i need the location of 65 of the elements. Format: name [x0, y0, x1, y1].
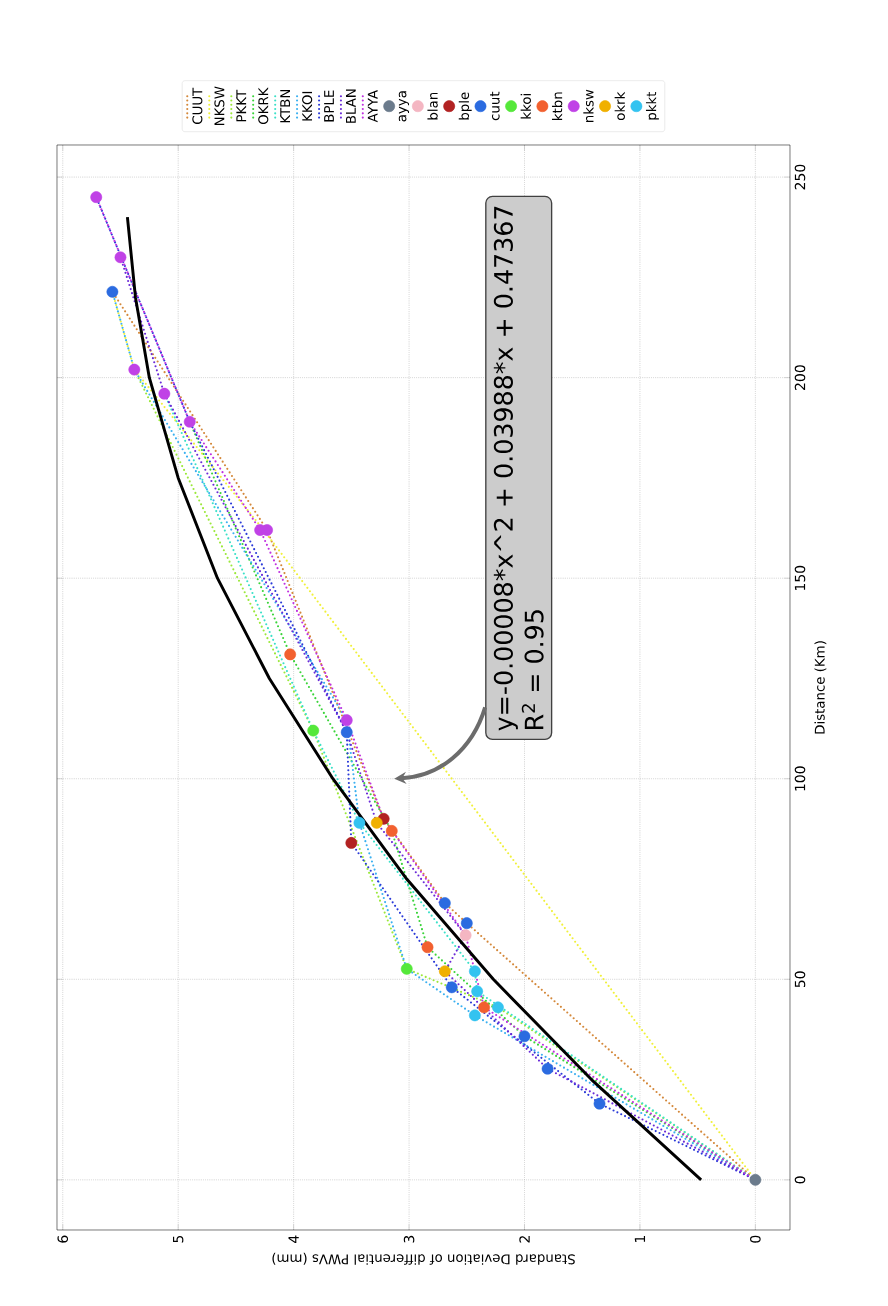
- point: [106, 285, 119, 298]
- legend-label: nksw: [583, 89, 594, 122]
- point: [438, 965, 451, 978]
- point: [593, 1097, 606, 1110]
- y-tick-label: 200: [794, 365, 806, 390]
- legend-label: cuut: [490, 91, 500, 121]
- point: [128, 363, 141, 376]
- legend-label: KKOI: [302, 91, 313, 121]
- point: [445, 981, 458, 994]
- legend-label: NKSW: [214, 86, 225, 126]
- legend-label: okrk: [614, 91, 625, 121]
- annotation: R$^{2}$ = 0.95: [521, 610, 544, 729]
- point: [468, 965, 481, 978]
- legend-label: pkkt: [645, 91, 659, 120]
- x-axis-title: Standard Deviation of differential PWVs (mm): [272, 1252, 575, 1265]
- legend-label: KTBN: [280, 89, 290, 123]
- x-tick-label: 5: [173, 1235, 184, 1243]
- point: [459, 929, 472, 942]
- point: [400, 963, 413, 975]
- x-tick-label: 3: [403, 1235, 415, 1243]
- x-tick-label: 6: [57, 1235, 69, 1243]
- point: [353, 816, 366, 829]
- point: [345, 837, 358, 849]
- point: [468, 1009, 481, 1022]
- point: [471, 985, 484, 998]
- point: [90, 191, 103, 204]
- legend-label: ayya: [398, 91, 410, 122]
- x-tick-label: 0: [750, 1235, 761, 1243]
- point: [284, 648, 297, 661]
- y-tick-label: 250: [794, 164, 806, 190]
- y-tick-label: 150: [794, 565, 806, 591]
- legend-label: bple: [458, 92, 472, 120]
- point: [421, 941, 434, 954]
- point: [492, 1001, 504, 1014]
- point: [518, 1030, 531, 1043]
- x-tick-label: 1: [634, 1236, 646, 1243]
- point: [749, 1173, 762, 1186]
- y-tick-label: 50: [794, 971, 806, 988]
- legend-label: ktbn: [551, 92, 563, 120]
- point: [158, 387, 171, 400]
- point: [340, 726, 353, 739]
- legend-label: kkoi: [520, 94, 531, 119]
- y-tick-label: 0: [794, 1176, 806, 1184]
- point: [460, 917, 473, 930]
- point: [478, 1001, 490, 1014]
- point: [438, 897, 451, 909]
- legend-label: BPLE: [324, 90, 334, 122]
- legend-label: CUUT: [192, 87, 203, 124]
- legend-label: OKRK: [258, 87, 269, 125]
- annotation: y=-0.00008*x^2 + 0.03988*x + 0.47367: [493, 206, 518, 731]
- legend-label: BLAN: [346, 89, 356, 123]
- legend-label: AYYA: [367, 90, 378, 123]
- y-axis-title: Distance (Km): [814, 641, 827, 734]
- legend-label: PKKT: [236, 89, 247, 122]
- point: [370, 816, 383, 829]
- point: [385, 825, 398, 837]
- point: [340, 714, 353, 727]
- point: [541, 1062, 554, 1075]
- x-tick-label: 2: [519, 1236, 530, 1243]
- x-tick-label: 4: [288, 1235, 299, 1243]
- point: [114, 251, 127, 264]
- point: [183, 415, 196, 428]
- legend-label: blan: [427, 92, 438, 120]
- y-tick-label: 100: [794, 766, 806, 791]
- point: [307, 724, 320, 737]
